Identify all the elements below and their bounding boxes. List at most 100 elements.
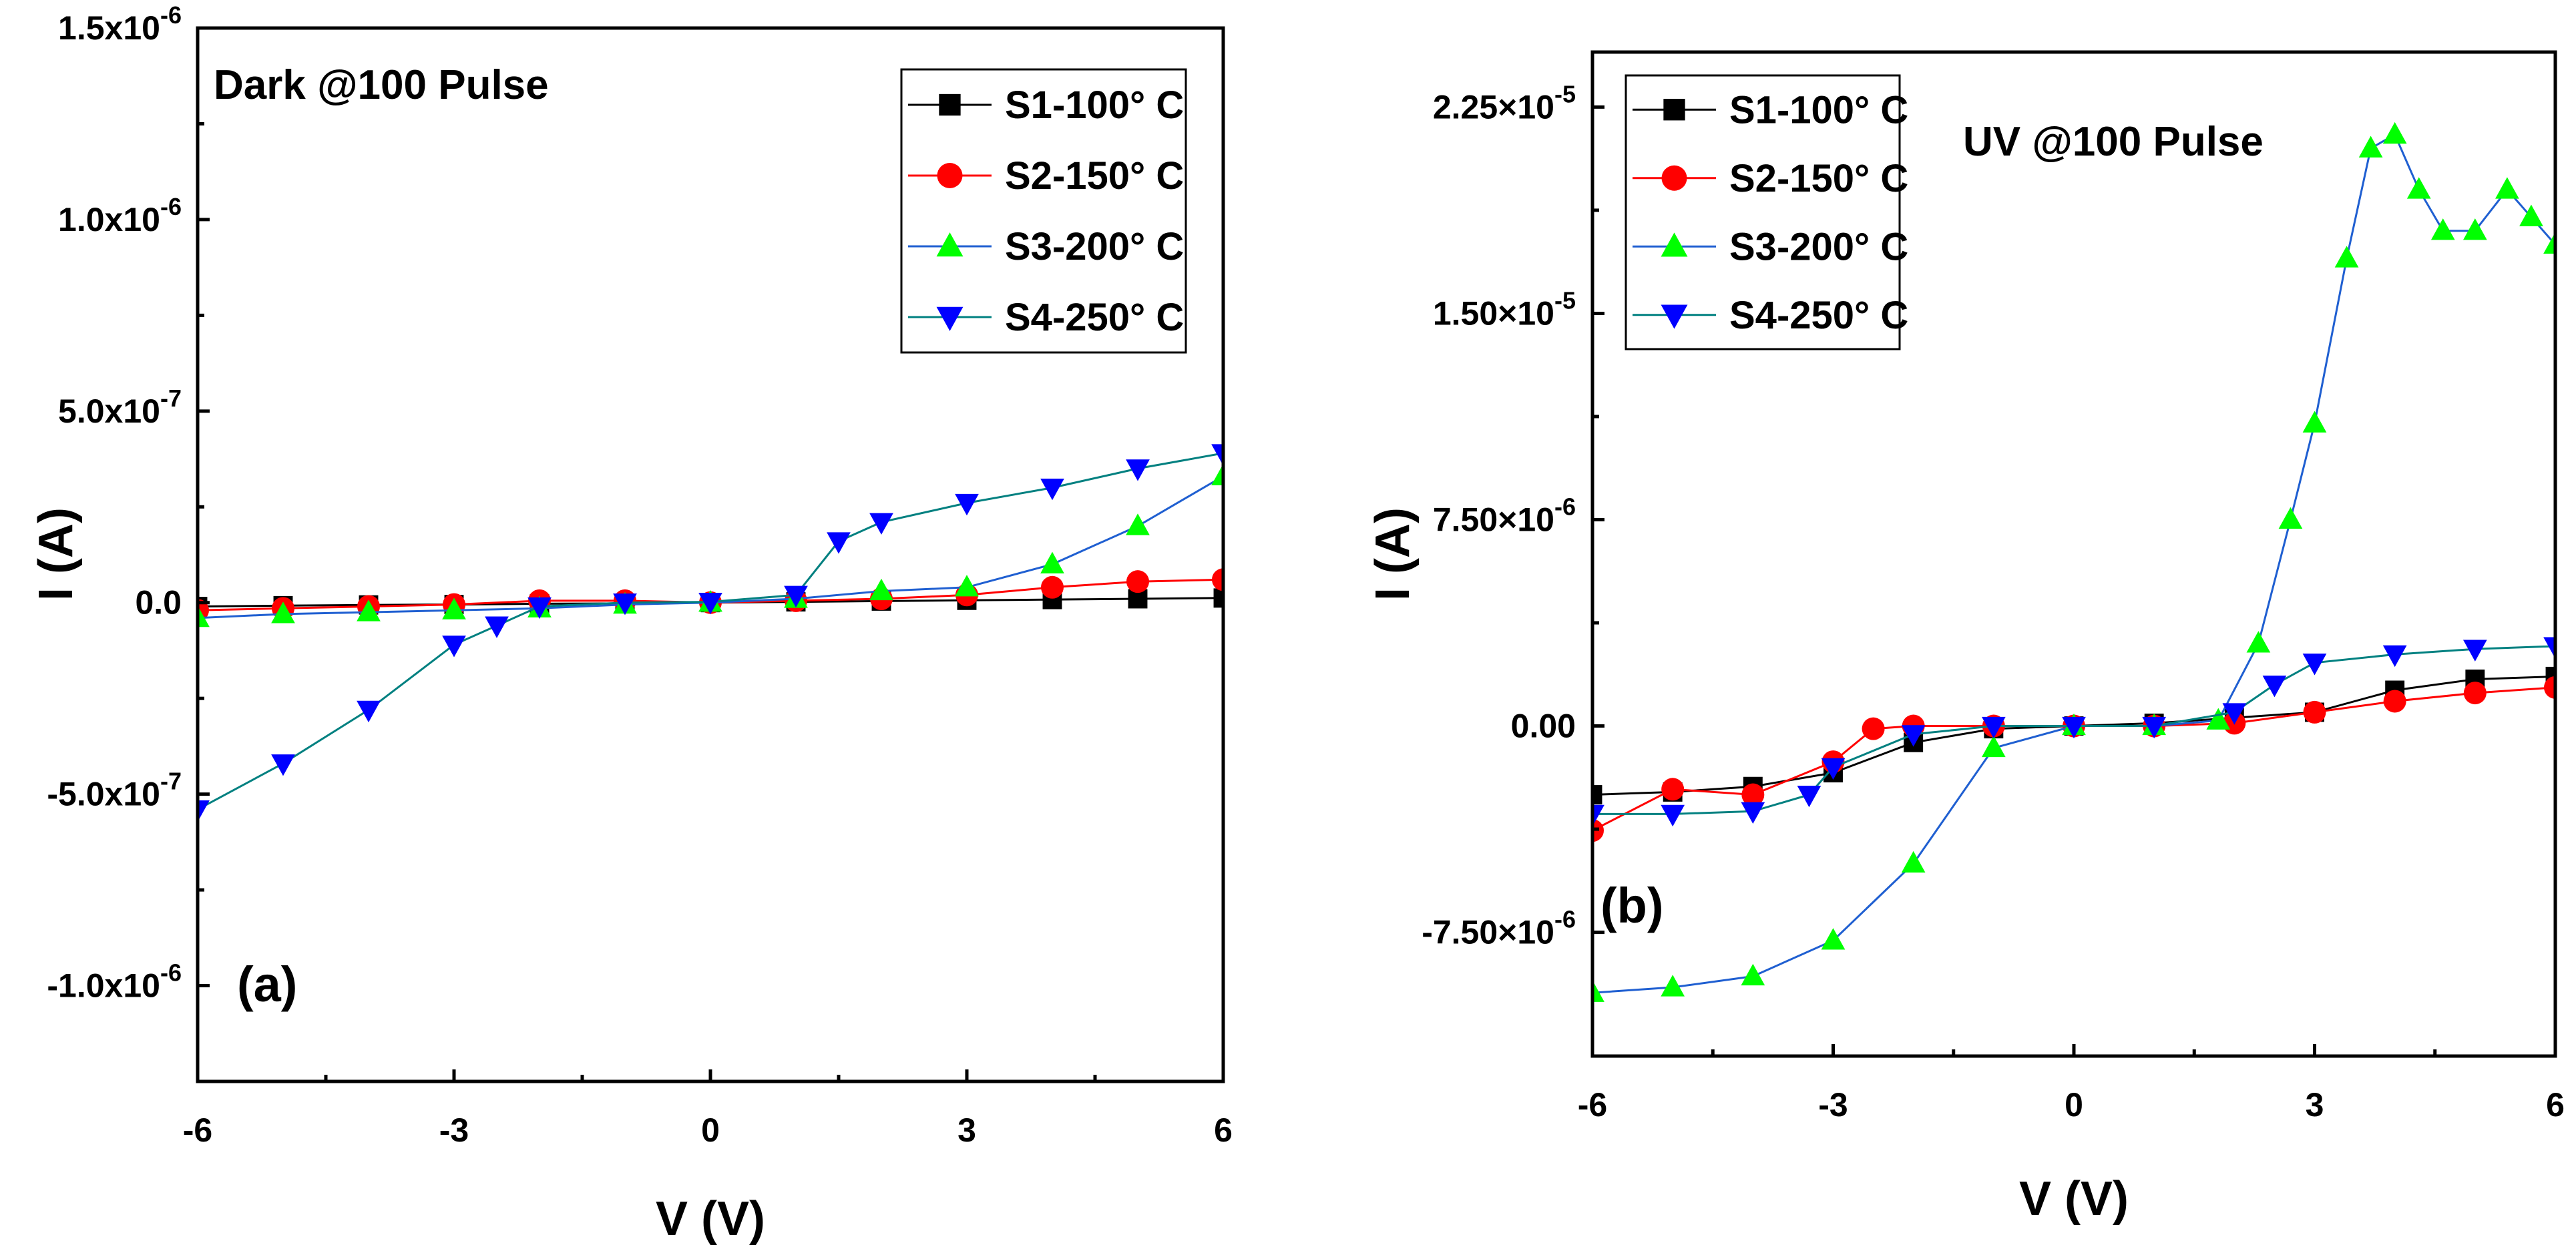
data-point-s4-b — [1741, 802, 1765, 824]
data-point-s3-a — [1040, 551, 1064, 573]
data-point-s3-b — [2302, 411, 2327, 433]
data-point-s4-a — [784, 585, 808, 607]
data-point-s2-a — [1212, 568, 1223, 591]
data-point-s4-b — [2142, 716, 2167, 739]
data-point-s4-a — [527, 597, 552, 619]
legend-a: S1-100° C S2-150° C S3-200° C S4-250° C — [900, 68, 1187, 354]
data-point-s2-b — [2544, 676, 2555, 699]
data-point-s3-b — [2246, 631, 2271, 653]
data-point-s4-b — [1797, 785, 1821, 808]
x-tick-label-b: -6 — [1578, 1086, 1607, 1123]
legend-marker-a — [937, 163, 963, 188]
data-point-s3-a — [955, 575, 979, 597]
data-point-s3-b — [2519, 204, 2543, 226]
panel-label-b: (b) — [1600, 878, 1664, 933]
x-axis-title-a: V (V) — [656, 1192, 765, 1246]
legend-marker-b — [1661, 232, 1688, 257]
data-point-s4-a — [869, 513, 893, 535]
legend-marker-a — [939, 93, 961, 116]
x-axis-title-b: V (V) — [2019, 1172, 2129, 1226]
legend-box-b — [1625, 74, 1901, 350]
data-point-s2-a — [1126, 570, 1149, 593]
y-tick-label-a: 1.0x10-6 — [58, 193, 182, 238]
chart-panel-b: -6 -3 0 3 6 2.25×10-5 1.50×10-5 7.50×10-6 0.00 -7… — [1366, 50, 2565, 1226]
data-point-s3-a — [1126, 513, 1150, 535]
legend-entry-a: S2-150° C — [1005, 154, 1184, 198]
y-tick-label-b: -7.50×10-6 — [1422, 906, 1576, 951]
data-point-s4-b — [2062, 716, 2086, 739]
data-point-s3-a — [442, 597, 466, 619]
data-point-s4-a — [1126, 459, 1150, 481]
data-point-s3-a — [198, 605, 210, 627]
data-point-s4-b — [1901, 725, 1926, 747]
data-point-s2-b — [1661, 778, 1685, 801]
series-line-s2-b — [1592, 686, 2555, 832]
legend-entry-b: S3-200° C — [1729, 225, 1908, 268]
x-tick-label-a: 6 — [1214, 1111, 1233, 1149]
data-point-s3-b — [2462, 218, 2487, 240]
data-point-s4-b — [2382, 645, 2407, 668]
data-point-s4-a — [698, 592, 722, 615]
data-point-s4-a — [357, 700, 381, 723]
data-point-s4-a — [485, 616, 509, 638]
plot-area-a — [198, 444, 1223, 822]
x-tick-label-b: 0 — [2065, 1086, 2083, 1123]
data-point-s2-b — [2303, 700, 2326, 724]
data-point-s3-b — [1661, 975, 1685, 997]
legend-entry-b: S2-150° C — [1729, 157, 1908, 200]
legend-box-a — [900, 68, 1187, 354]
data-point-s2-b — [1862, 717, 1885, 740]
data-point-s4-b — [2462, 640, 2487, 662]
legend-b: S1-100° C S2-150° C S3-200° C S4-250° C — [1625, 74, 1908, 350]
legend-marker-b — [1661, 165, 1687, 191]
data-point-s4-b — [2262, 676, 2287, 698]
data-point-s3-b — [2278, 507, 2303, 529]
x-tick-label-b: 6 — [2546, 1086, 2565, 1123]
data-point-s3-a — [271, 601, 295, 623]
legend-marker-b — [1663, 99, 1685, 121]
data-point-s3-b — [2358, 136, 2383, 158]
legend-entry-a: S3-200° C — [1005, 225, 1184, 268]
data-point-s3-b — [1981, 735, 2006, 758]
y-tick-label-a: -5.0x10-7 — [47, 768, 182, 813]
data-point-s4-b — [2543, 637, 2555, 659]
chart-panel-a: -6 -3 0 3 6 1.5x10-6 1.0x10-6 5.0x10-7 0.0 -5.0x1… — [29, 1, 1233, 1246]
data-point-s4-a — [198, 800, 210, 822]
y-tick-label-a: 1.5x10-6 — [58, 1, 182, 47]
data-point-s3-b — [1901, 850, 1926, 873]
data-point-s3-b — [2334, 246, 2359, 268]
data-point-s1-a — [1213, 588, 1223, 608]
x-tick-label-b: -3 — [1818, 1086, 1848, 1123]
y-tick-label-a: -1.0x10-6 — [47, 959, 182, 1005]
legend-marker-b — [1661, 304, 1688, 329]
chart-annotation-a: Dark @100 Pulse — [214, 62, 549, 108]
legend-entry-a: S1-100° C — [1005, 83, 1184, 127]
y-tick-label-b: 2.25×10-5 — [1433, 80, 1576, 125]
x-tick-label-b: 3 — [2306, 1086, 2324, 1123]
y-tick-label-b: 7.50×10-6 — [1433, 493, 1576, 538]
y-axis-title-b: I (A) — [1366, 507, 1420, 601]
data-point-s4-a — [271, 754, 295, 776]
data-point-s2-b — [2383, 690, 2406, 713]
x-tick-label-a: 0 — [701, 1111, 720, 1149]
legend-entry-b: S4-250° C — [1729, 294, 1908, 337]
data-point-s4-a — [442, 636, 466, 658]
legend-marker-a — [936, 306, 963, 331]
data-point-s4-a — [1211, 444, 1223, 466]
data-point-s3-b — [2430, 218, 2455, 240]
y-tick-label-a: 0.0 — [135, 584, 182, 621]
x-tick-label-a: -3 — [439, 1111, 469, 1149]
data-point-s3-a — [357, 599, 381, 621]
data-point-s3-b — [2543, 232, 2555, 254]
data-point-s1-b — [1592, 785, 1602, 804]
x-tick-label-a: 3 — [957, 1111, 976, 1149]
data-point-s2-a — [1041, 575, 1064, 599]
legend-entry-a: S4-250° C — [1005, 296, 1184, 339]
data-point-s3-b — [1592, 980, 1604, 1002]
legend-entry-b: S1-100° C — [1729, 88, 1908, 132]
data-point-s4-a — [827, 532, 851, 554]
x-tick-label-a: -6 — [183, 1111, 212, 1149]
data-point-s4-b — [2302, 654, 2327, 676]
data-point-s3-a — [869, 578, 893, 601]
data-point-s3-b — [2495, 177, 2519, 199]
